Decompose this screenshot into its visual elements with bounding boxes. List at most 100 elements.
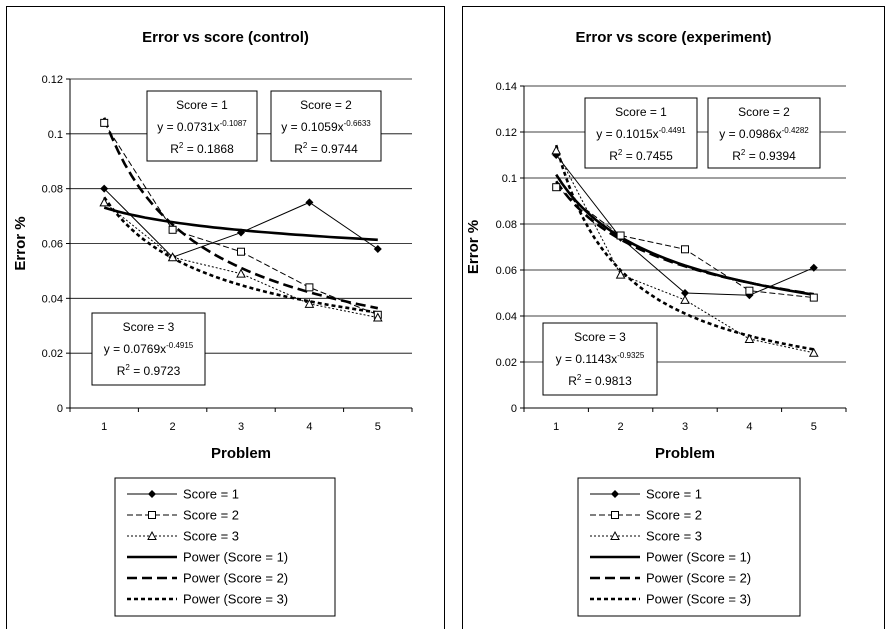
equation-formula: y = 0.0986x-0.4282 [719, 126, 809, 141]
equation-r2-value: 0.9744 [321, 142, 358, 156]
x-tick-label: 4 [306, 421, 312, 433]
legend-entry-label: Power (Score = 1) [646, 550, 751, 565]
equation-r-squared: R2 = 0.9394 [732, 148, 796, 163]
equation-box-score-2: Score = 2 y = 0.1059x-0.6633 R2 = 0.9744 [270, 90, 382, 162]
legend-marker [148, 490, 156, 498]
data-point-score-1 [681, 289, 689, 297]
data-point-score-1 [237, 228, 245, 237]
x-tick-label: 3 [238, 421, 244, 433]
y-axis-label: Error % [465, 220, 482, 274]
equation-r2-value: 0.9394 [759, 149, 796, 163]
data-point-score-2 [100, 118, 109, 127]
data-point-score-3 [372, 312, 383, 322]
x-axis-label: Problem [211, 445, 271, 462]
legend-entry-label: Score = 2 [183, 508, 239, 523]
x-tick-label: 2 [170, 421, 176, 433]
data-point-score-1 [809, 263, 818, 272]
data-point-score-3 [236, 268, 246, 278]
y-tick-label: 0.12 [42, 74, 63, 86]
legend-entry-label: Power (Score = 1) [183, 550, 288, 565]
y-tick-label: 0.02 [496, 357, 517, 369]
equation-r-squared: R2 = 0.1868 [170, 141, 234, 156]
legend-entry-label: Power (Score = 3) [646, 592, 751, 607]
data-point-score-2 [552, 183, 561, 192]
equation-score-label: Score = 2 [300, 98, 352, 112]
y-tick-label: 0.02 [42, 348, 63, 360]
data-point-score-2 [616, 231, 625, 240]
equation-r-squared: R2 = 0.9744 [294, 141, 358, 156]
legend-entry-label: Score = 3 [646, 529, 702, 544]
data-point-score-3 [304, 298, 315, 308]
equation-r-squared: R2 = 0.9723 [117, 363, 181, 378]
legend-entry-label: Score = 1 [183, 487, 239, 502]
equation-formula: y = 0.0769x-0.4915 [104, 341, 194, 356]
equation-box-score-3: Score = 3 y = 0.1143x-0.9325 R2 = 0.9813 [542, 322, 658, 396]
equation-score-label: Score = 3 [574, 330, 626, 344]
legend: Score = 1 Score = 2 Score = 3 Power (Score … [577, 477, 801, 617]
equation-r-squared: R2 = 0.7455 [609, 148, 673, 163]
equation-exponent: -0.9325 [617, 351, 645, 360]
equation-r2-value: 0.1868 [197, 142, 234, 156]
legend-entry-label: Score = 3 [183, 529, 239, 544]
data-point-score-3 [680, 294, 690, 304]
y-tick-label: 0 [57, 403, 63, 415]
equation-box-frame [584, 97, 698, 169]
data-point-score-2 [809, 293, 818, 302]
x-tick-label: 5 [811, 421, 817, 433]
data-point-score-2 [681, 245, 689, 254]
data-point-score-3 [99, 197, 110, 207]
trendline-power-score-2 [102, 117, 379, 310]
legend-entry-label: Power (Score = 2) [646, 571, 751, 586]
data-point-score-2 [237, 247, 245, 256]
equation-score-label: Score = 1 [176, 98, 228, 112]
trendline-power-score-3 [554, 144, 815, 351]
chart-control: Error vs score (control) 0 0.02 0.04 0.06 0.0… [6, 6, 445, 629]
chart-title: Error vs score (control) [142, 29, 309, 46]
y-tick-label: 0.06 [42, 239, 63, 251]
equation-r-squared: R2 = 0.9813 [568, 373, 632, 388]
series-line-score-3 [103, 201, 378, 319]
legend-marker [610, 530, 620, 540]
data-point-score-2 [305, 283, 314, 292]
equation-r2-value: 0.7455 [636, 149, 673, 163]
y-tick-label: 0 [511, 403, 517, 415]
equation-formula: y = 0.1059x-0.6633 [281, 119, 371, 134]
chart-experiment: Error vs score (experiment) 0 0.02 0.04 0.06… [462, 6, 885, 629]
data-point-score-3 [551, 145, 562, 155]
y-tick-label: 0.04 [42, 293, 63, 305]
equation-coefficient: 0.0986 [739, 127, 776, 141]
trendline-power-score-2 [555, 180, 815, 296]
equation-score-label: Score = 3 [123, 320, 175, 334]
equation-exponent: -0.1087 [220, 119, 248, 128]
equation-exponent: -0.4915 [166, 341, 194, 350]
data-point-score-2 [168, 225, 177, 234]
data-point-score-1 [100, 184, 109, 193]
x-axis-label: Problem [655, 445, 715, 462]
data-point-score-3 [615, 269, 626, 279]
equation-box-score-3: Score = 3 y = 0.0769x-0.4915 R2 = 0.9723 [91, 312, 206, 386]
x-tick-label: 5 [375, 421, 381, 433]
x-tick-label: 3 [682, 421, 688, 433]
y-tick-label: 0.06 [496, 265, 517, 277]
chart-title: Error vs score (experiment) [576, 29, 772, 46]
legend-frame [114, 477, 336, 617]
y-tick-label: 0.1 [502, 173, 517, 185]
legend-entry-label: Score = 1 [646, 487, 702, 502]
data-point-score-1 [373, 244, 382, 253]
equation-exponent: -0.4282 [782, 126, 810, 135]
y-tick-label: 0.04 [496, 311, 517, 323]
data-point-score-3 [808, 347, 819, 357]
data-point-score-1 [305, 198, 314, 207]
y-tick-label: 0.14 [496, 81, 517, 93]
equation-score-label: Score = 2 [738, 105, 790, 119]
data-point-score-3 [744, 333, 755, 343]
equation-box-frame [542, 322, 658, 396]
legend-entry-label: Power (Score = 2) [183, 571, 288, 586]
x-tick-label: 2 [618, 421, 624, 433]
equation-coefficient: 0.1015 [616, 127, 653, 141]
legend-entry-label: Score = 2 [646, 508, 702, 523]
equation-box-frame [707, 97, 821, 169]
equation-exponent: -0.4491 [659, 126, 687, 135]
equation-formula: y = 0.0731x-0.1087 [157, 119, 247, 134]
